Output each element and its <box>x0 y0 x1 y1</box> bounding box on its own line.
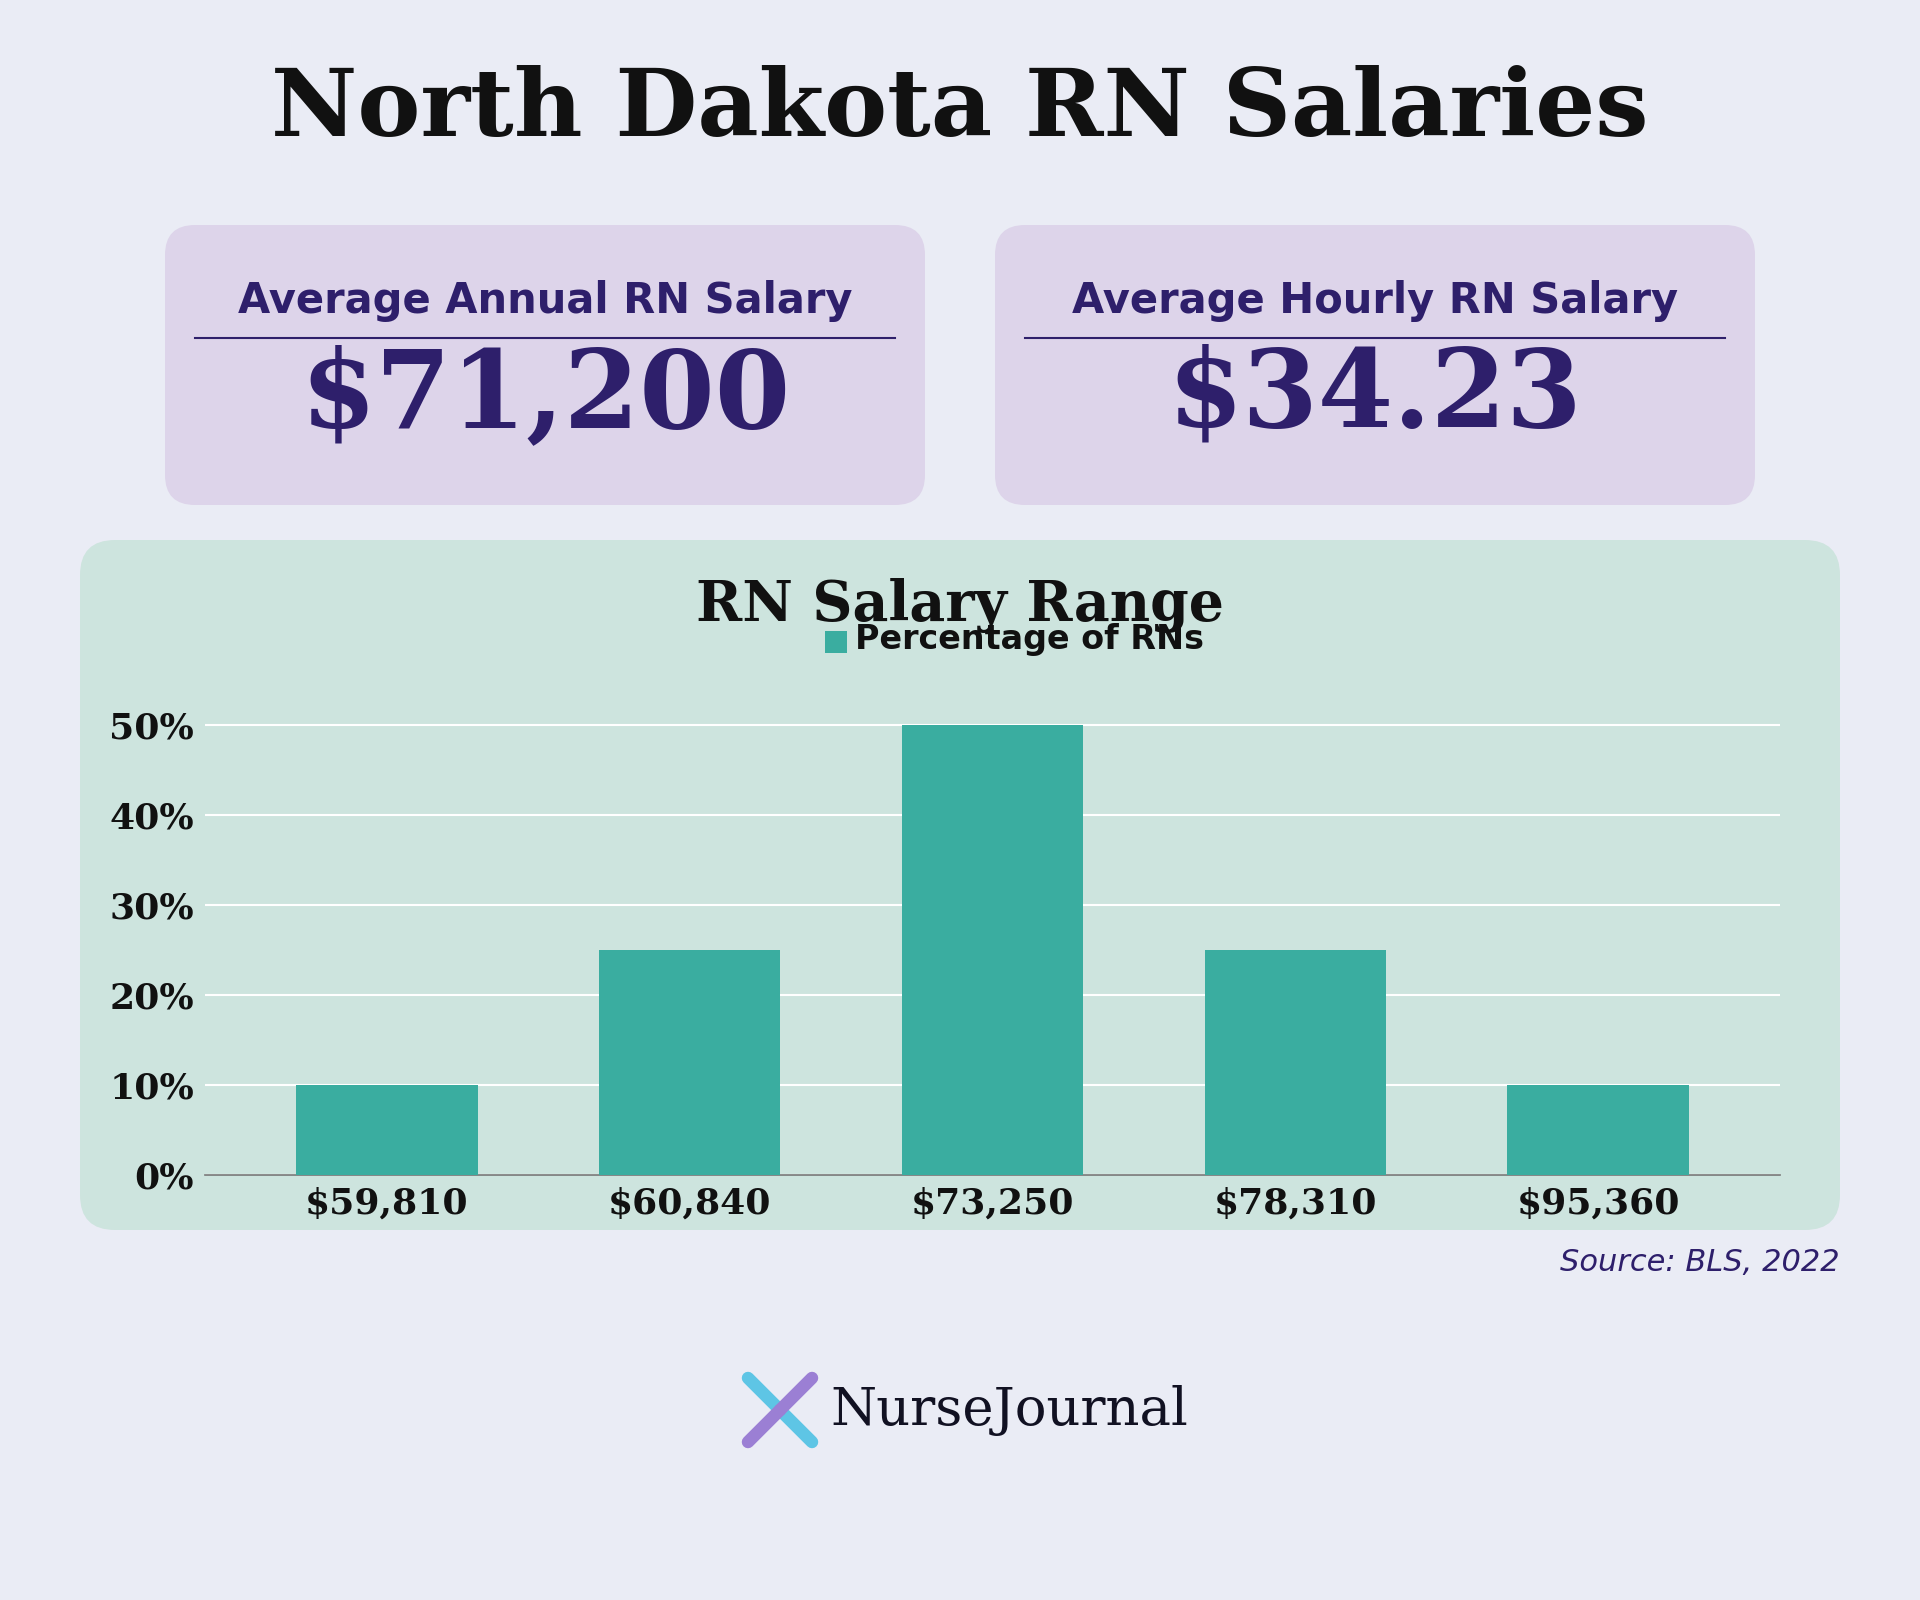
Bar <box>826 630 847 653</box>
Bar <box>1507 1085 1690 1174</box>
Text: Average Annual RN Salary: Average Annual RN Salary <box>238 280 852 322</box>
Text: Percentage of RNs: Percentage of RNs <box>854 622 1204 656</box>
Text: RN Salary Range: RN Salary Range <box>695 578 1225 634</box>
Bar <box>599 950 781 1174</box>
Text: Source: BLS, 2022: Source: BLS, 2022 <box>1561 1248 1839 1277</box>
FancyBboxPatch shape <box>995 226 1755 506</box>
Text: $34.23: $34.23 <box>1167 344 1582 450</box>
Text: NurseJournal: NurseJournal <box>829 1384 1188 1435</box>
Bar <box>296 1085 478 1174</box>
Bar <box>902 725 1083 1174</box>
FancyBboxPatch shape <box>81 541 1839 1230</box>
FancyBboxPatch shape <box>165 226 925 506</box>
Bar <box>1204 950 1386 1174</box>
Text: North Dakota RN Salaries: North Dakota RN Salaries <box>271 66 1649 155</box>
Text: $71,200: $71,200 <box>300 344 791 450</box>
Text: Average Hourly RN Salary: Average Hourly RN Salary <box>1071 280 1678 322</box>
